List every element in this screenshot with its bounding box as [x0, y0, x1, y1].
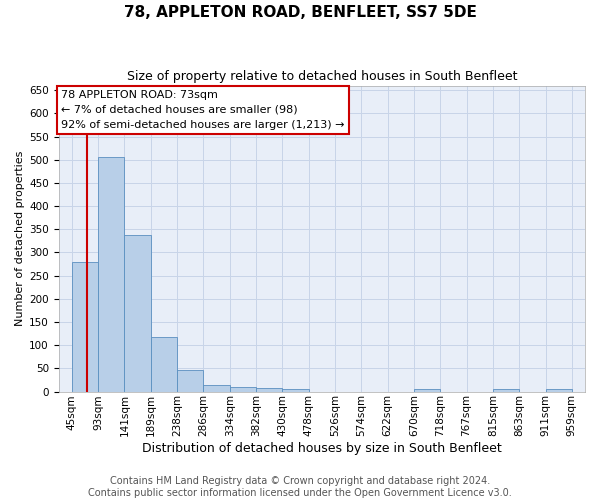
Bar [256, 388, 283, 392]
Text: 78 APPLETON ROAD: 73sqm
← 7% of detached houses are smaller (98)
92% of semi-det: 78 APPLETON ROAD: 73sqm ← 7% of detached… [61, 90, 345, 130]
Bar [203, 384, 230, 392]
Bar [151, 337, 177, 392]
Bar [72, 262, 98, 392]
Bar [545, 389, 572, 392]
Bar [493, 389, 519, 392]
Bar [98, 158, 124, 392]
Bar [124, 235, 151, 392]
Text: 78, APPLETON ROAD, BENFLEET, SS7 5DE: 78, APPLETON ROAD, BENFLEET, SS7 5DE [124, 5, 476, 20]
Bar [230, 387, 256, 392]
Title: Size of property relative to detached houses in South Benfleet: Size of property relative to detached ho… [127, 70, 517, 83]
Bar [414, 389, 440, 392]
X-axis label: Distribution of detached houses by size in South Benfleet: Distribution of detached houses by size … [142, 442, 502, 455]
Text: Contains HM Land Registry data © Crown copyright and database right 2024.
Contai: Contains HM Land Registry data © Crown c… [88, 476, 512, 498]
Bar [283, 389, 308, 392]
Y-axis label: Number of detached properties: Number of detached properties [15, 151, 25, 326]
Bar [177, 370, 203, 392]
